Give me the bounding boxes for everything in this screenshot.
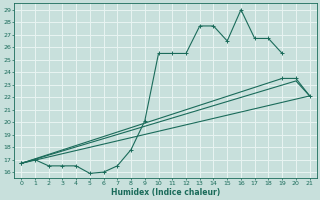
X-axis label: Humidex (Indice chaleur): Humidex (Indice chaleur) (111, 188, 220, 197)
